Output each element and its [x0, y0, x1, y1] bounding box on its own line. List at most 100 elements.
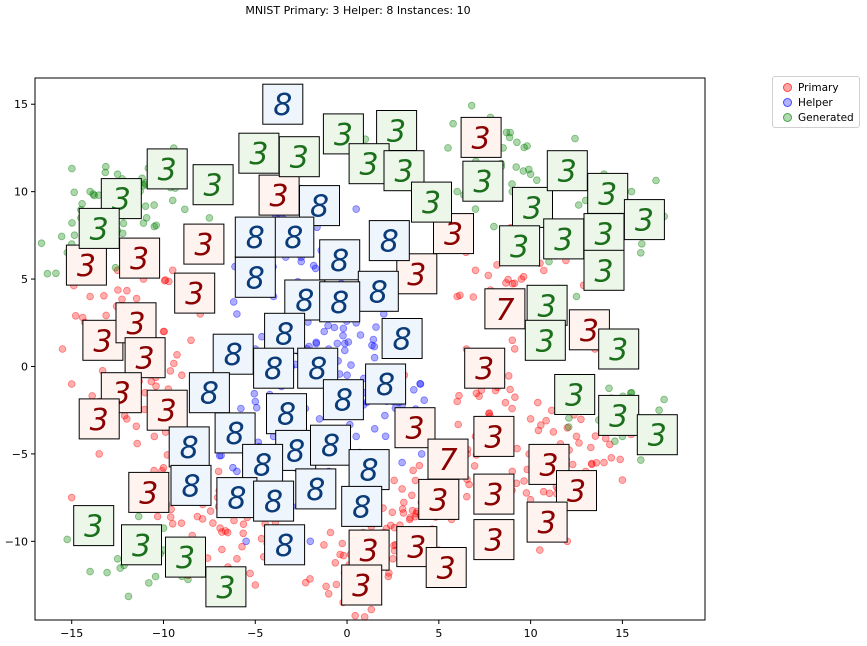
primary-point — [160, 327, 169, 336]
thumbnail-digit: 3 — [475, 352, 494, 387]
generated-digit-thumbnail: 3 — [322, 113, 364, 155]
thumbnail-frame — [73, 505, 115, 547]
generated-point — [78, 200, 86, 208]
thumbnail-digit: 8 — [200, 377, 219, 412]
thumbnail-frame — [238, 132, 280, 174]
primary-point — [549, 428, 558, 436]
primary-digit-thumbnail: 3 — [115, 302, 157, 344]
thumbnail-frame — [115, 302, 157, 344]
primary-point — [86, 292, 94, 301]
thumbnail-digit: 3 — [648, 419, 667, 454]
thumbnail-digit: 3 — [635, 204, 654, 239]
thumbnail-digit: 8 — [306, 473, 325, 508]
thumbnail-digit: 3 — [580, 314, 599, 349]
helper-digit-thumbnail: 8 — [234, 256, 276, 298]
helper-point — [409, 385, 418, 394]
y-tick-label: 15 — [14, 98, 28, 111]
primary-point — [233, 554, 241, 563]
generated-digit-thumbnail: 3 — [583, 213, 625, 255]
generated-point — [151, 572, 160, 581]
primary-point — [592, 458, 601, 467]
thumbnail-frame — [264, 312, 306, 354]
thumbnail-digit: 3 — [405, 412, 424, 447]
thumbnail-digit: 3 — [429, 483, 448, 518]
thumbnail-frame — [78, 398, 120, 440]
helper-point — [252, 403, 261, 412]
generated-point — [502, 128, 511, 137]
helper-point — [229, 298, 238, 306]
thumbnail-digit: 3 — [204, 169, 223, 204]
thumbnail-digit: 3 — [290, 141, 309, 176]
thumbnail-digit: 3 — [422, 186, 441, 221]
thumbnail-digit: 3 — [270, 179, 289, 214]
thumbnail-digit: 3 — [158, 153, 177, 188]
helper-point — [306, 537, 315, 546]
thumbnail-frame — [168, 426, 210, 468]
helper-digit-thumbnail: 8 — [299, 185, 340, 227]
helper-point — [340, 346, 349, 355]
thumbnail-frame — [78, 207, 120, 249]
thumbnail-digit: 8 — [286, 434, 305, 469]
thumbnail-digit: 8 — [310, 190, 329, 225]
thumbnail-frame — [264, 524, 306, 566]
generated-point — [637, 240, 646, 248]
generated-point — [116, 564, 124, 572]
thumbnail-digit: 3 — [185, 277, 204, 312]
primary-point — [456, 291, 464, 300]
thumbnail-digit: 3 — [394, 155, 413, 190]
thumbnail-digit: 8 — [376, 368, 395, 403]
generated-digit-thumbnail: 3 — [205, 566, 247, 608]
primary-point — [399, 498, 408, 507]
helper-digit-thumbnail: 8 — [253, 347, 295, 389]
generated-point — [150, 222, 159, 231]
thumbnail-digit: 3 — [609, 399, 628, 434]
thumbnail-digit: 7 — [438, 443, 457, 478]
generated-digit-thumbnail: 3 — [73, 505, 115, 547]
thumbnail-frame — [526, 284, 568, 326]
primary-point — [506, 385, 514, 394]
helper-point — [242, 537, 250, 546]
generated-point — [660, 395, 668, 404]
primary-point — [114, 286, 122, 294]
thumbnail-digit: 8 — [226, 417, 245, 452]
primary-point — [534, 426, 543, 435]
primary-point — [388, 508, 397, 517]
primary-point — [120, 411, 129, 420]
thumbnail-frame — [121, 524, 162, 566]
primary-point — [465, 480, 473, 489]
thumbnail-frame — [462, 160, 504, 202]
thumbnail-digit: 8 — [275, 529, 294, 564]
thumbnail-digit: 3 — [77, 249, 96, 284]
thumbnail-frame — [460, 116, 502, 158]
helper-digit-thumbnail: 8 — [212, 333, 254, 375]
primary-point — [510, 345, 519, 353]
thumbnail-digit: 3 — [609, 333, 628, 368]
primary-point — [238, 542, 246, 551]
helper-point — [250, 389, 259, 398]
primary-digit-thumbnail: 3 — [65, 244, 107, 286]
thumbnail-digit: 3 — [473, 165, 492, 200]
primary-point — [324, 589, 333, 598]
thumbnail-frame — [348, 529, 390, 571]
thumbnail-digit: 3 — [176, 541, 195, 576]
primary-digit-thumbnail: 3 — [174, 272, 216, 314]
primary-point — [206, 507, 215, 515]
primary-point — [539, 487, 548, 496]
generated-point — [524, 165, 533, 174]
helper-digit-thumbnail: 8 — [322, 379, 364, 421]
primary-point — [166, 513, 175, 521]
thumbnail-digit: 3 — [249, 137, 268, 172]
generated-point — [512, 163, 520, 171]
primary-point — [462, 492, 471, 501]
generated-point — [70, 188, 78, 197]
helper-point — [420, 396, 429, 405]
thumbnail-digit: 8 — [253, 448, 272, 483]
generated-point — [444, 144, 452, 152]
thumbnail-frame — [368, 220, 410, 262]
thumbnail-digit: 3 — [132, 529, 151, 564]
generated-point — [102, 162, 110, 171]
primary-point — [160, 276, 169, 285]
generated-point — [513, 138, 521, 147]
